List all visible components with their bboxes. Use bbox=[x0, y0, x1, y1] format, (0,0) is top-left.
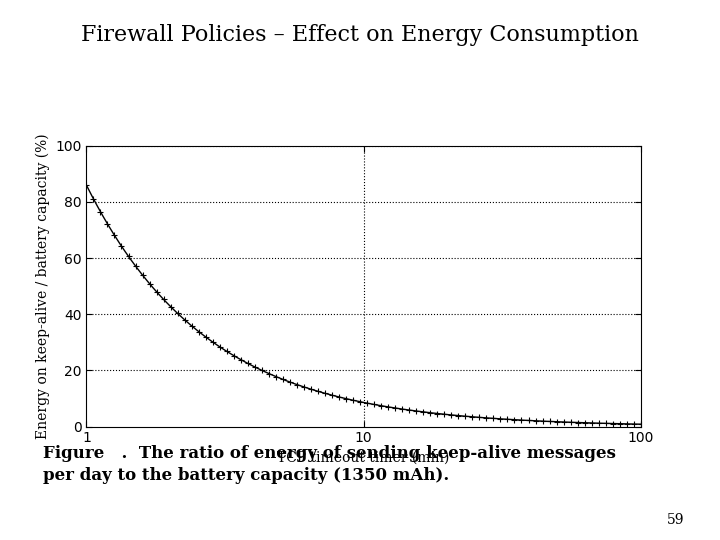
Text: per day to the battery capacity (1350 mAh).: per day to the battery capacity (1350 mA… bbox=[43, 467, 449, 484]
Y-axis label: Energy on keep-alive / battery capacity (%): Energy on keep-alive / battery capacity … bbox=[35, 133, 50, 439]
Text: Firewall Policies – Effect on Energy Consumption: Firewall Policies – Effect on Energy Con… bbox=[81, 24, 639, 46]
Text: 59: 59 bbox=[667, 512, 684, 526]
X-axis label: TCP timeout timer (min): TCP timeout timer (min) bbox=[277, 451, 450, 465]
Text: Figure   .  The ratio of energy of sending keep-alive messages: Figure . The ratio of energy of sending … bbox=[43, 446, 616, 462]
